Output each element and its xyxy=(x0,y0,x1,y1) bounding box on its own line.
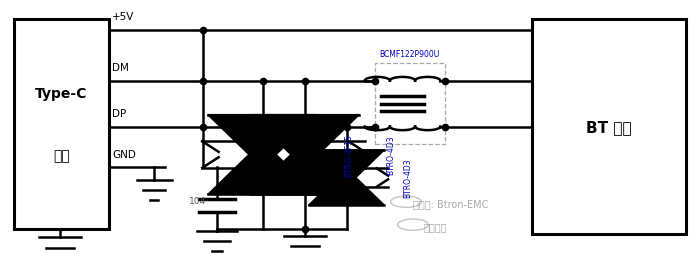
Text: DM: DM xyxy=(112,63,129,73)
Text: 咏宁日报: 咏宁日报 xyxy=(424,221,447,231)
Polygon shape xyxy=(250,142,359,195)
Polygon shape xyxy=(208,142,317,195)
Text: BT 芗片: BT 芗片 xyxy=(586,120,632,134)
Polygon shape xyxy=(309,169,384,205)
Text: 座子: 座子 xyxy=(53,149,69,163)
Text: BTRO-4D3: BTRO-4D3 xyxy=(403,158,412,198)
Text: 微信号: Btron-EMC: 微信号: Btron-EMC xyxy=(413,198,489,208)
Bar xyxy=(532,20,686,234)
Text: DP: DP xyxy=(112,109,126,119)
Text: BCMF122P900U: BCMF122P900U xyxy=(379,50,440,58)
Text: Type-C: Type-C xyxy=(35,86,88,100)
Text: BTRO-4D3: BTRO-4D3 xyxy=(386,135,395,175)
Polygon shape xyxy=(208,115,317,168)
Bar xyxy=(14,20,108,229)
Text: +5V: +5V xyxy=(112,12,134,22)
Bar xyxy=(374,64,444,145)
Polygon shape xyxy=(250,115,359,168)
Text: GND: GND xyxy=(112,150,136,160)
Text: 104: 104 xyxy=(189,196,206,205)
Polygon shape xyxy=(309,150,384,187)
Text: BTRO-4F15: BTRO-4F15 xyxy=(344,134,354,176)
